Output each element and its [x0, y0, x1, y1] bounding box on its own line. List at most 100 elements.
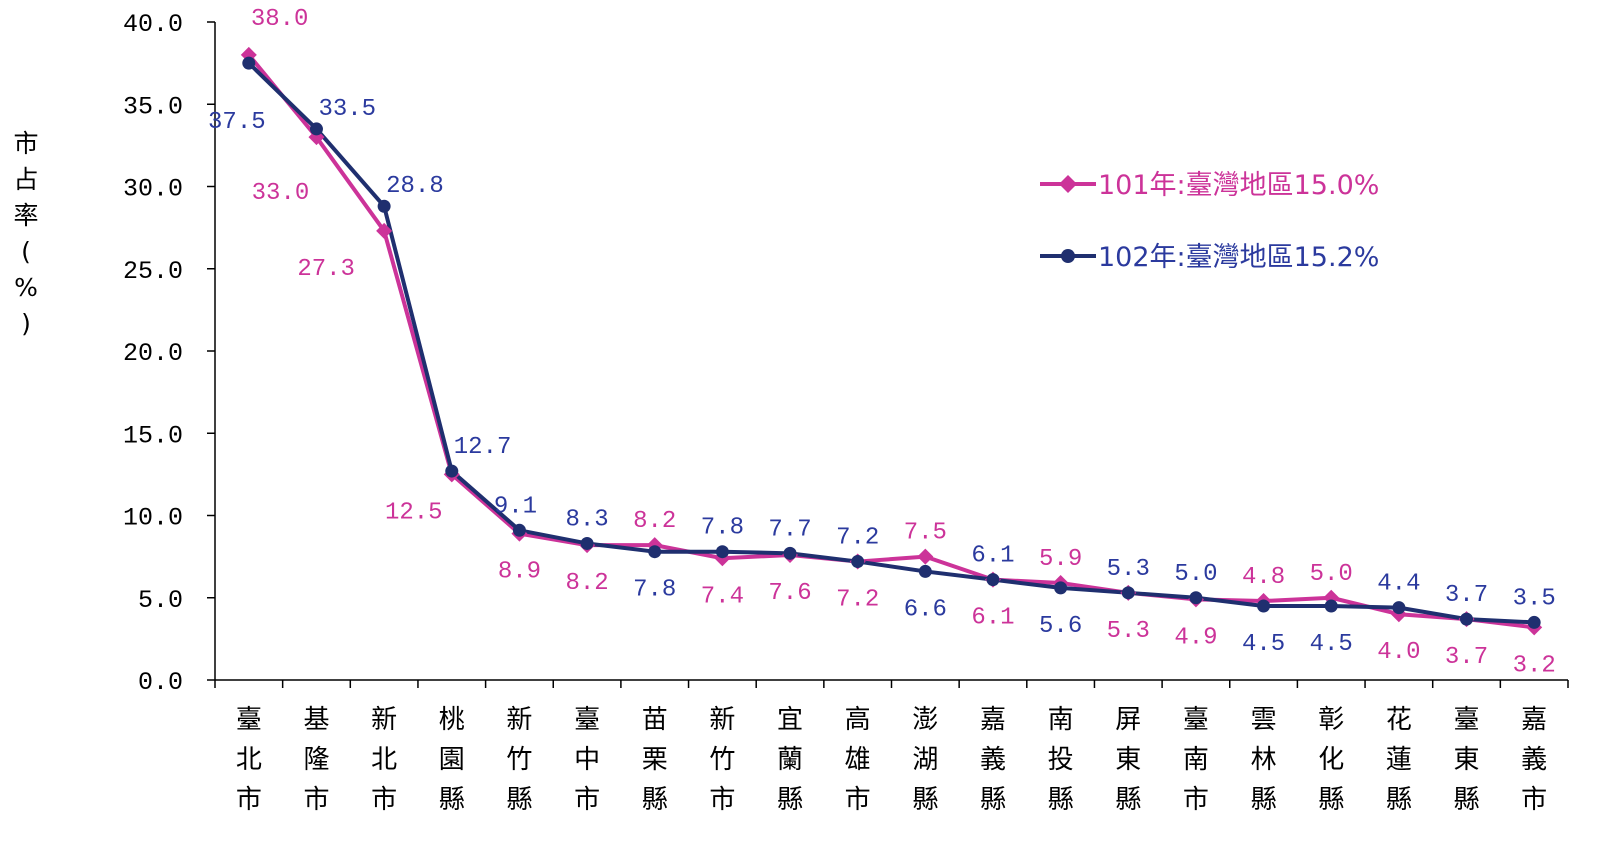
- data-label-series-1: 3.2: [1513, 652, 1556, 679]
- data-label-series-1: 7.6: [768, 580, 811, 607]
- data-label-series-1: 8.9: [498, 559, 541, 586]
- series-2-marker: [715, 545, 729, 559]
- series-2-marker: [512, 523, 526, 537]
- y-tick-label: 25.0: [123, 257, 183, 286]
- data-label-series-1: 6.1: [971, 605, 1014, 632]
- data-label-series-2: 37.5: [208, 109, 266, 136]
- legend-marker-series-2: [1061, 249, 1075, 263]
- series-line-1: [247, 53, 1535, 630]
- data-label-series-1: 38.0: [251, 6, 309, 33]
- data-label-series-1: 8.2: [565, 570, 608, 597]
- series-2-marker: [1460, 612, 1474, 626]
- series-2-marker: [377, 199, 391, 213]
- legend: 101年:臺灣地區15.0% 102年:臺灣地區15.2%: [1040, 170, 1379, 273]
- data-label-series-2: 7.8: [701, 515, 744, 542]
- x-category-label: 嘉義縣: [980, 705, 1006, 815]
- series-markers: [240, 46, 1543, 636]
- series-1-marker: [376, 222, 393, 239]
- data-label-series-2: 3.5: [1513, 585, 1556, 612]
- series-2-marker: [580, 536, 594, 550]
- data-label-series-1: 8.2: [633, 508, 676, 535]
- x-category-label: 臺北市: [236, 705, 262, 815]
- y-tick-label: 5.0: [138, 586, 183, 615]
- series-lines: [247, 53, 1535, 630]
- data-labels: 38.0 33.0 27.3 12.5 8.9 8.2 8.2 7.4 7.6 7.2 7.5 6.1…: [208, 6, 1556, 679]
- x-category-label: 臺東縣: [1454, 705, 1480, 815]
- series-2-marker: [1392, 601, 1406, 615]
- data-label-series-1: 5.9: [1039, 546, 1082, 573]
- x-category-label: 臺中市: [574, 705, 600, 815]
- series-2-marker: [309, 122, 323, 136]
- series-2-marker: [445, 464, 459, 478]
- x-category-label: 雲林縣: [1251, 705, 1277, 815]
- data-label-series-1: 7.4: [701, 583, 744, 610]
- y-tick-label: 30.0: [123, 175, 183, 204]
- series-2-marker: [1054, 581, 1068, 595]
- x-category-label: 新竹縣: [506, 705, 532, 815]
- data-label-series-2: 7.8: [633, 577, 676, 604]
- y-ticks: 0.0 5.0 10.0 15.0 20.0 25.0 30.0 35.0 40.0: [123, 10, 215, 697]
- x-category-label: 新竹市: [709, 705, 735, 815]
- data-label-series-2: 4.4: [1377, 571, 1420, 598]
- y-tick-label: 0.0: [138, 668, 183, 697]
- data-label-series-2: 9.1: [494, 493, 537, 520]
- x-category-label: 花蓮縣: [1386, 705, 1412, 815]
- x-category-label: 桃園縣: [439, 705, 465, 815]
- data-label-series-1: 5.0: [1310, 561, 1353, 588]
- series-2-marker: [918, 564, 932, 578]
- x-category-label: 屏東縣: [1115, 705, 1141, 815]
- x-category-label: 澎湖縣: [912, 705, 938, 815]
- data-label-series-1: 4.8: [1242, 564, 1285, 591]
- data-label-series-2: 5.6: [1039, 613, 1082, 640]
- data-label-series-2: 7.7: [768, 516, 811, 543]
- x-categories: 臺北市 基隆市 新北市 桃園縣 新竹縣 臺中市 苗栗縣 新竹市 宜蘭縣 高雄市 澎湖縣 嘉義縣 南投縣 屏…: [214, 680, 1569, 815]
- data-label-series-2: 6.6: [904, 596, 947, 623]
- x-category-label: 宜蘭縣: [777, 705, 803, 815]
- series-line-2: [247, 61, 1535, 625]
- series-2-marker: [242, 56, 256, 70]
- data-label-series-1: 7.2: [836, 587, 879, 614]
- series-2-marker: [1121, 586, 1135, 600]
- series-2-marker: [1527, 615, 1541, 629]
- series-2-marker: [1257, 599, 1271, 613]
- data-label-series-1: 7.5: [904, 520, 947, 547]
- y-tick-label: 10.0: [123, 504, 183, 533]
- x-category-label: 嘉義市: [1521, 705, 1547, 815]
- data-label-series-2: 5.0: [1174, 561, 1217, 588]
- data-label-series-1: 27.3: [297, 256, 355, 283]
- y-tick-label: 40.0: [123, 10, 183, 39]
- y-tick-label: 35.0: [123, 92, 183, 121]
- data-label-series-2: 12.7: [454, 434, 512, 461]
- x-category-label: 南投縣: [1048, 705, 1074, 815]
- series-1-marker: [917, 548, 934, 565]
- data-label-series-2: 3.7: [1445, 582, 1488, 609]
- x-category-label: 彰化縣: [1318, 705, 1344, 815]
- x-category-label: 基隆市: [303, 705, 329, 815]
- legend-marker-series-1: [1059, 175, 1077, 193]
- y-tick-label: 15.0: [123, 421, 183, 450]
- data-label-series-2: 8.3: [565, 506, 608, 533]
- data-label-series-1: 4.0: [1377, 639, 1420, 666]
- data-label-series-1: 33.0: [252, 180, 310, 207]
- series-2-marker: [986, 573, 1000, 587]
- x-category-label: 新北市: [371, 705, 397, 815]
- x-category-label: 臺南市: [1183, 705, 1209, 815]
- data-label-series-2: 5.3: [1107, 556, 1150, 583]
- data-label-series-2: 28.8: [386, 173, 444, 200]
- x-category-label: 苗栗縣: [642, 705, 668, 815]
- data-label-series-2: 4.5: [1242, 631, 1285, 658]
- data-label-series-2: 33.5: [318, 96, 376, 123]
- data-label-series-1: 12.5: [385, 499, 443, 526]
- x-category-label: 高雄市: [845, 705, 871, 815]
- data-label-series-1: 5.3: [1107, 618, 1150, 645]
- series-2-marker: [783, 546, 797, 560]
- y-axis-label: 市占率(%): [13, 129, 38, 338]
- data-label-series-1: 3.7: [1445, 644, 1488, 671]
- series-2-marker: [1189, 591, 1203, 605]
- legend-label-series-2: 102年:臺灣地區15.2%: [1098, 242, 1379, 273]
- series-2-marker: [648, 545, 662, 559]
- series-2-marker: [1324, 599, 1338, 613]
- y-axis-title: 市占率(%): [13, 129, 38, 338]
- data-label-series-1: 4.9: [1174, 624, 1217, 651]
